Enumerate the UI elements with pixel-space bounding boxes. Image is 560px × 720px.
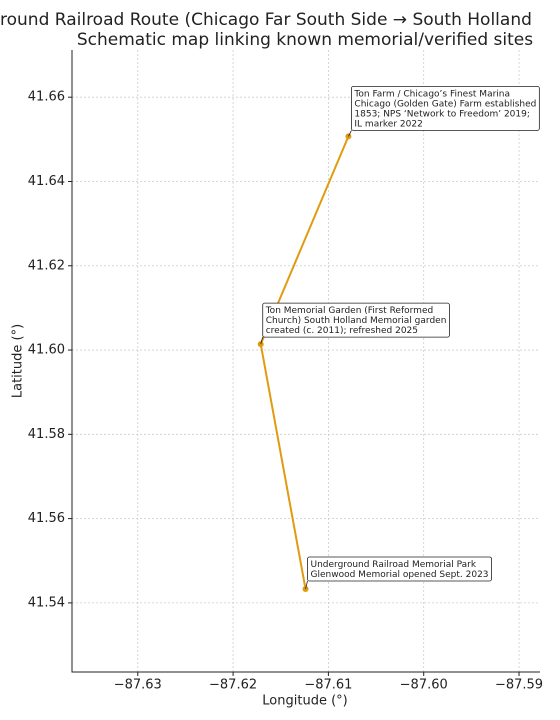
annotation-box (351, 85, 540, 131)
y-tick-label: 41.56 (28, 511, 65, 526)
x-tick-label: −87.59 (495, 678, 543, 693)
annotation-text: Ton Farm / Chicago’s Finest Marina (353, 89, 510, 99)
x-tick-label: −87.62 (209, 678, 257, 693)
annotation-box (307, 556, 492, 582)
y-tick-label: 41.62 (28, 258, 65, 273)
y-tick-label: 41.60 (28, 343, 65, 358)
y-tick-label: 41.54 (28, 595, 65, 610)
annotation-text: Church) South Holland Memorial garden (266, 316, 447, 326)
annotation-text: Chicago (Golden Gate) Farm established (354, 99, 536, 109)
data-line (259, 136, 350, 590)
x-tick-label: −87.61 (304, 678, 352, 693)
x-tick-label: −87.63 (114, 678, 162, 693)
annotation-leader (305, 580, 308, 590)
y-tick-label: 41.66 (28, 90, 65, 105)
annotation-text: Ton Memorial Garden (First Reformed (265, 306, 433, 316)
annotation-leader (348, 130, 352, 137)
axis-spine (71, 50, 540, 673)
annotation-text: Underground Railroad Memorial Park (311, 560, 477, 570)
y-tick-label: 41.64 (28, 174, 65, 189)
annotation-text: IL marker 2022 (354, 119, 422, 129)
annotation-text: created (c. 2011); refreshed 2025 (266, 326, 418, 336)
annotation-box (262, 302, 450, 338)
y-tick-label: 41.58 (28, 427, 65, 442)
annotation-leader (260, 337, 264, 345)
x-axis-label: Longitude (°) (262, 694, 347, 709)
chart-subtitle: Schematic map linking known memorial/ver… (77, 30, 533, 50)
x-tick-label: −87.60 (400, 678, 448, 693)
y-axis-label: Latitude (°) (11, 324, 26, 398)
annotation-text: 1853; NPS ‘Network to Freedom’ 2019; (354, 109, 529, 119)
annotation-text: Glenwood Memorial opened Sept. 2023 (311, 570, 489, 580)
chart-title: round Railroad Route (Chicago Far South … (0, 10, 532, 30)
